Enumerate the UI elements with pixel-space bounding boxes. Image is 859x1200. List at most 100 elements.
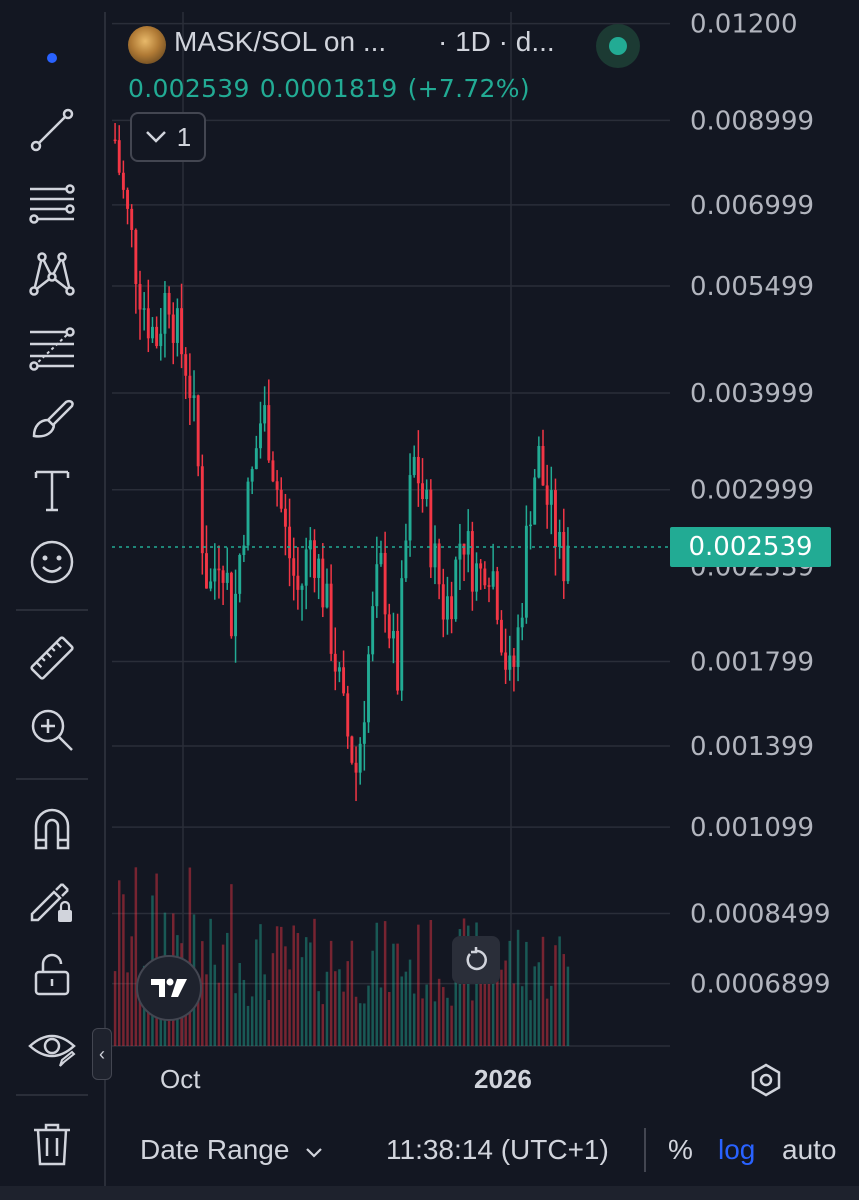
volume-bar (520, 986, 524, 1046)
pattern-tool[interactable] (22, 243, 82, 303)
volume-bar (425, 984, 428, 1046)
candle-body (117, 140, 121, 173)
candle-body (225, 572, 229, 583)
symbol-logo[interactable] (128, 26, 166, 64)
candle-body (337, 667, 341, 672)
date-range-button[interactable]: Date Range (140, 1134, 323, 1166)
pattern-icon (29, 252, 75, 296)
interval-label[interactable]: · 1D · d... (438, 26, 555, 57)
volume-bar (134, 867, 138, 1046)
drawing-toolbar (0, 0, 104, 1200)
market-open-dot-icon (609, 37, 627, 55)
timezone-clock-button[interactable]: 11:38:14 (UTC+1) (386, 1134, 609, 1165)
candle-body (354, 762, 358, 773)
price-axis-label: 0.0006899 (690, 970, 831, 1000)
candle-body (524, 525, 528, 618)
volume-bar (358, 1003, 362, 1046)
brush-tool[interactable] (22, 388, 82, 448)
volume-bar (242, 979, 246, 1046)
unlock-tool[interactable] (22, 944, 82, 1004)
auto-scale-toggle[interactable]: auto (782, 1134, 837, 1165)
volume-bar (138, 978, 142, 1046)
candle-body (466, 531, 470, 555)
volume-bar (342, 991, 345, 1046)
candle-body (234, 593, 238, 637)
magnet-tool[interactable] (22, 798, 82, 858)
candle-body (159, 333, 163, 347)
bottom-panel-handle[interactable] (0, 1186, 859, 1200)
candle-body (217, 568, 221, 571)
volume-bar (466, 925, 470, 1046)
volume-bar (412, 993, 416, 1046)
market-status-indicator[interactable] (596, 24, 640, 68)
candle-body (375, 564, 379, 607)
candle-body (254, 448, 258, 470)
volume-bar (475, 922, 478, 1046)
candle-body (508, 655, 512, 670)
lock-drawing-tool[interactable] (22, 870, 82, 930)
toolbar-border (104, 12, 106, 1200)
indicators-collapse-button[interactable]: 1 (130, 112, 206, 162)
parallel-lines-icon (29, 184, 75, 224)
toolbar-collapse-toggle[interactable]: ‹ (92, 1028, 112, 1080)
candle-body (533, 477, 537, 525)
active-indicator-dot (47, 53, 57, 63)
candle-body (421, 483, 424, 500)
candle-body (371, 606, 375, 655)
candle-body (171, 314, 175, 343)
delete-drawings-tool[interactable] (22, 1114, 82, 1174)
tradingview-logo[interactable] (136, 955, 202, 1021)
reset-chart-button[interactable] (452, 936, 500, 984)
fib-retracement-tool[interactable] (22, 318, 82, 378)
bottom-toolbar: Date Range 11:38:14 (UTC+1) % log auto (106, 1112, 859, 1200)
candle-body (296, 575, 300, 590)
brush-icon (32, 399, 74, 438)
volume-bar (550, 985, 553, 1046)
log-scale-toggle[interactable]: log (718, 1134, 756, 1165)
volume-bar (130, 936, 133, 1046)
candle-body (321, 558, 325, 608)
volume-bar (304, 937, 308, 1046)
volume-bar (217, 982, 221, 1046)
hide-drawings-tool[interactable] (22, 1016, 82, 1076)
volume-bar (558, 936, 561, 1046)
candle-body (537, 445, 541, 478)
zoom-in-tool[interactable] (22, 700, 82, 760)
volume-bar (221, 944, 225, 1046)
candle-body (458, 543, 462, 560)
candle-body (308, 540, 312, 550)
candle-body (155, 326, 159, 347)
price-axis-label: 0.003999 (690, 379, 814, 409)
candle-body (516, 627, 520, 667)
percent-scale-toggle[interactable]: % (668, 1134, 693, 1165)
volume-bar (317, 991, 320, 1046)
chart-settings-button[interactable] (746, 1060, 786, 1100)
candle-body (367, 654, 370, 723)
candle-body (138, 284, 142, 310)
text-tool[interactable] (22, 460, 82, 520)
volume-bar (250, 996, 254, 1046)
ruler-tool[interactable] (22, 628, 82, 688)
candle-body (387, 614, 391, 639)
volume-bar (350, 940, 354, 1046)
volume-bar (491, 974, 495, 1046)
volume-bars (113, 867, 570, 1046)
candle-body (454, 559, 458, 620)
candle-body (495, 571, 499, 620)
candle-body (483, 568, 487, 586)
symbol-title[interactable]: MASK/SOL on ... (174, 26, 387, 57)
volume-bar (371, 950, 374, 1046)
magnet-icon (34, 808, 70, 850)
volume-bar (458, 929, 462, 1046)
volume-bar (545, 998, 549, 1046)
candle-body (408, 475, 412, 541)
parallel-lines-tool[interactable] (22, 175, 82, 235)
candle-body (450, 596, 454, 620)
volume-bar (230, 884, 233, 1046)
volume-bar (309, 942, 312, 1046)
volume-bar (433, 1001, 437, 1046)
emoji-tool[interactable] (22, 532, 82, 592)
trend-line-tool[interactable] (22, 100, 82, 160)
volume-bar (346, 961, 349, 1046)
